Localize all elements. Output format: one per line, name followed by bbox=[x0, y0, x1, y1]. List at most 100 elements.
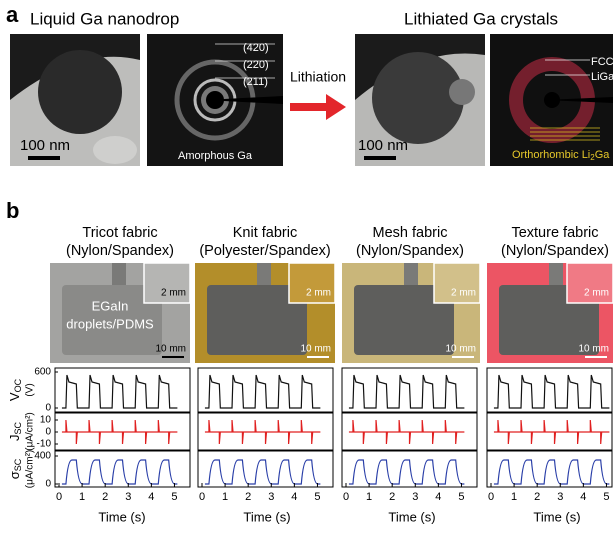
current-trace bbox=[61, 419, 178, 445]
voltage-trace bbox=[348, 374, 465, 409]
x-tick-label: 5 bbox=[458, 491, 464, 503]
caption: Amorphous Ga bbox=[178, 150, 253, 162]
plot-frame bbox=[54, 367, 191, 413]
ring-markers-yellow bbox=[530, 127, 600, 141]
phase-label: LiGa bbox=[591, 71, 613, 83]
current-trace bbox=[348, 419, 465, 445]
electrode bbox=[354, 285, 454, 355]
x-tick-label: 4 bbox=[148, 491, 154, 503]
fabric-name: Mesh fabric bbox=[373, 225, 448, 241]
x-tick-label: 1 bbox=[79, 491, 85, 503]
inset bbox=[566, 262, 613, 304]
x-tick-label: 5 bbox=[314, 491, 320, 503]
plot-frame bbox=[486, 412, 613, 451]
inset-scale: 2 mm bbox=[161, 288, 186, 299]
ring-label: (211) bbox=[243, 76, 268, 88]
fabric-name: Knit fabric bbox=[233, 225, 297, 241]
x-tick-label: 2 bbox=[389, 491, 395, 503]
electrode bbox=[207, 285, 307, 355]
inset-scale: 2 mm bbox=[306, 288, 331, 299]
x-tick-label: 3 bbox=[268, 491, 274, 503]
crystal bbox=[372, 52, 464, 144]
beam-stop bbox=[205, 96, 283, 104]
scale-label: 10 mm bbox=[155, 344, 186, 355]
inset-scale: 2 mm bbox=[584, 288, 609, 299]
crystal-bump bbox=[449, 79, 475, 105]
charge-trace bbox=[493, 459, 610, 485]
fabric-material: (Nylon/Spandex) bbox=[501, 243, 609, 259]
panel-label: b bbox=[6, 198, 19, 223]
inset-scale: 2 mm bbox=[451, 288, 476, 299]
tem-dark-region bbox=[10, 34, 140, 100]
beam-stop bbox=[545, 97, 613, 103]
plot-frame bbox=[341, 450, 478, 488]
plot-frame bbox=[341, 367, 478, 413]
y-axis-label: VOC bbox=[7, 378, 23, 401]
plot-frame bbox=[486, 367, 613, 413]
label-symbol: V bbox=[7, 392, 22, 401]
y-tick-label: 0 bbox=[45, 479, 51, 490]
tem-dark-region bbox=[355, 34, 485, 100]
inset bbox=[288, 262, 336, 304]
plot-frame bbox=[197, 367, 334, 413]
panel-label: a bbox=[6, 2, 19, 27]
plot-frame bbox=[341, 412, 478, 451]
arrow bbox=[290, 94, 346, 120]
x-tick-label: 5 bbox=[171, 491, 177, 503]
fabric-material: (Nylon/Spandex) bbox=[66, 243, 174, 259]
x-tick-label: 0 bbox=[199, 491, 205, 503]
sample-label: EGaIn bbox=[92, 298, 129, 313]
plot-frame bbox=[486, 450, 613, 488]
x-tick-label: 2 bbox=[245, 491, 251, 503]
plot-frame bbox=[197, 450, 334, 488]
y-axis-unit: (V) bbox=[25, 383, 36, 396]
ring-label: (220) bbox=[243, 59, 269, 71]
x-tick-label: 3 bbox=[412, 491, 418, 503]
x-tick-label: 3 bbox=[125, 491, 131, 503]
x-axis-label: Time (s) bbox=[243, 509, 290, 524]
title: Lithiated Ga crystals bbox=[404, 9, 558, 28]
charge-trace bbox=[348, 459, 465, 485]
y-tick-label: 0 bbox=[45, 403, 51, 414]
fabric-material: (Nylon/Spandex) bbox=[356, 243, 464, 259]
scale-label: 10 mm bbox=[300, 344, 331, 355]
x-tick-label: 0 bbox=[488, 491, 494, 503]
inset bbox=[143, 262, 191, 304]
ring-label: (420) bbox=[243, 42, 269, 54]
label-sub: SC bbox=[13, 458, 23, 471]
voltage-trace bbox=[493, 374, 610, 409]
x-tick-label: 0 bbox=[56, 491, 62, 503]
electrode bbox=[62, 285, 162, 355]
scale-label: 100 nm bbox=[358, 137, 408, 154]
scale-label: 10 mm bbox=[578, 344, 609, 355]
y-axis-label: σSC bbox=[7, 458, 23, 479]
x-axis-label: Time (s) bbox=[533, 509, 580, 524]
y-axis-unit: (μA/cm²) bbox=[25, 450, 36, 489]
y-axis-label: JSC bbox=[7, 422, 23, 442]
x-tick-label: 4 bbox=[580, 491, 586, 503]
label-sub: SC bbox=[13, 422, 23, 435]
plot-frame bbox=[54, 450, 191, 488]
x-tick-label: 2 bbox=[102, 491, 108, 503]
scale-label: 10 mm bbox=[445, 344, 476, 355]
x-tick-label: 3 bbox=[557, 491, 563, 503]
fabric-name: Tricot fabric bbox=[82, 225, 157, 241]
x-axis-label: Time (s) bbox=[98, 509, 145, 524]
caption: Orthorhombic Li2Ga bbox=[512, 149, 610, 162]
nanodrop bbox=[38, 50, 122, 134]
fabric-name: Texture fabric bbox=[511, 225, 598, 241]
y-tick-label: 600 bbox=[34, 367, 51, 378]
beam-stop-center bbox=[544, 92, 560, 108]
label-symbol: J bbox=[7, 435, 22, 442]
x-tick-label: 2 bbox=[534, 491, 540, 503]
voltage-trace bbox=[61, 374, 178, 409]
y-tick-label: 0 bbox=[45, 427, 51, 438]
x-tick-label: 4 bbox=[435, 491, 441, 503]
title: Liquid Ga nanodrop bbox=[30, 9, 179, 28]
beam-stop-center bbox=[206, 91, 224, 109]
label-sub: OC bbox=[13, 378, 23, 392]
fabric-material: (Polyester/Spandex) bbox=[199, 243, 330, 259]
y-axis-unit: (μA/cm²) bbox=[25, 412, 36, 451]
plot-frame bbox=[197, 412, 334, 451]
x-tick-label: 1 bbox=[222, 491, 228, 503]
